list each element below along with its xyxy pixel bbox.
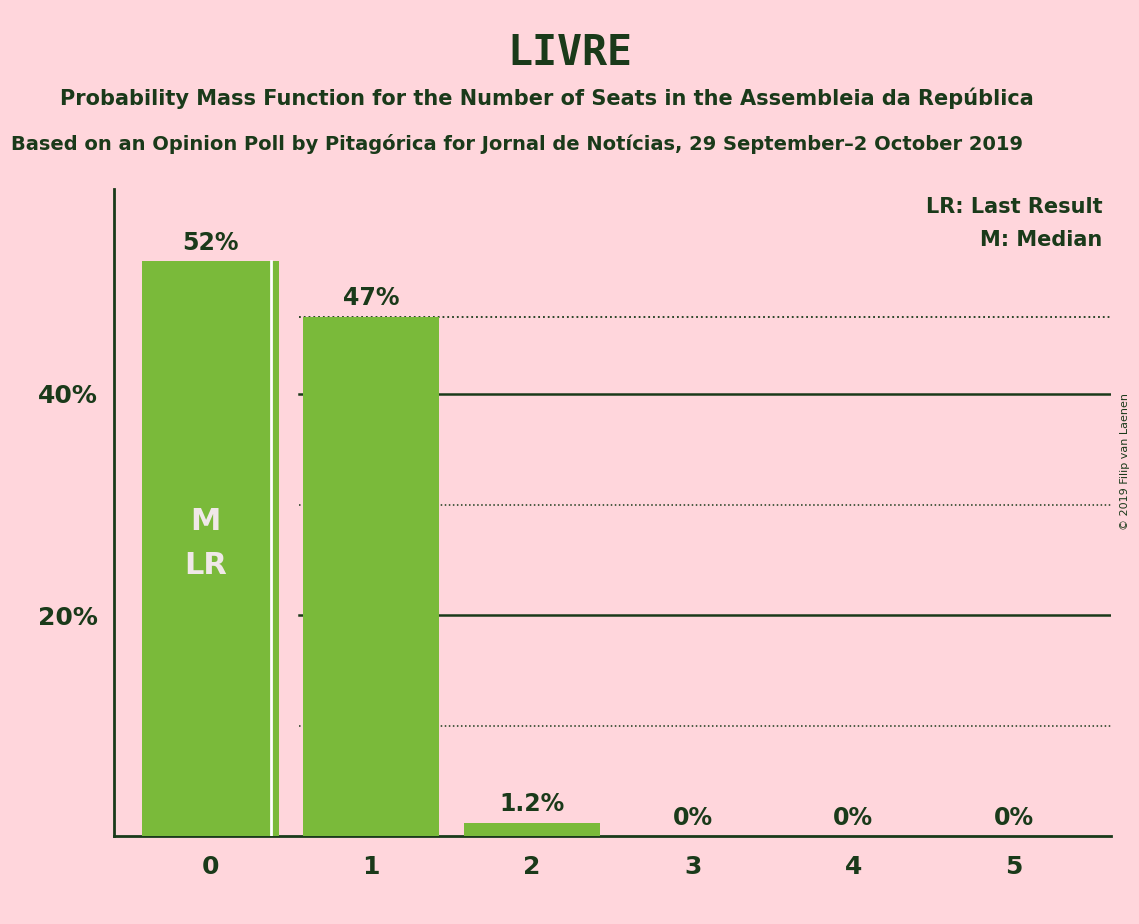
Text: Based on an Opinion Poll by Pitagórica for Jornal de Notícias, 29 September–2 Oc: Based on an Opinion Poll by Pitagórica f…	[11, 134, 1023, 154]
Text: © 2019 Filip van Laenen: © 2019 Filip van Laenen	[1120, 394, 1130, 530]
Text: Probability Mass Function for the Number of Seats in the Assembleia da República: Probability Mass Function for the Number…	[60, 88, 1033, 109]
Text: LIVRE: LIVRE	[507, 32, 632, 74]
Text: 0%: 0%	[994, 806, 1034, 830]
Text: 47%: 47%	[343, 286, 400, 310]
Bar	[303, 317, 440, 836]
Text: M: M	[190, 506, 221, 536]
Bar	[142, 261, 279, 836]
Text: LR: Last Result: LR: Last Result	[926, 197, 1103, 217]
Text: 0%: 0%	[834, 806, 874, 830]
Text: M: Median: M: Median	[981, 230, 1103, 250]
Text: LR: LR	[185, 551, 227, 580]
Text: 0%: 0%	[672, 806, 713, 830]
Text: 52%: 52%	[182, 231, 238, 255]
Bar	[464, 823, 600, 836]
Text: 1.2%: 1.2%	[499, 792, 565, 816]
